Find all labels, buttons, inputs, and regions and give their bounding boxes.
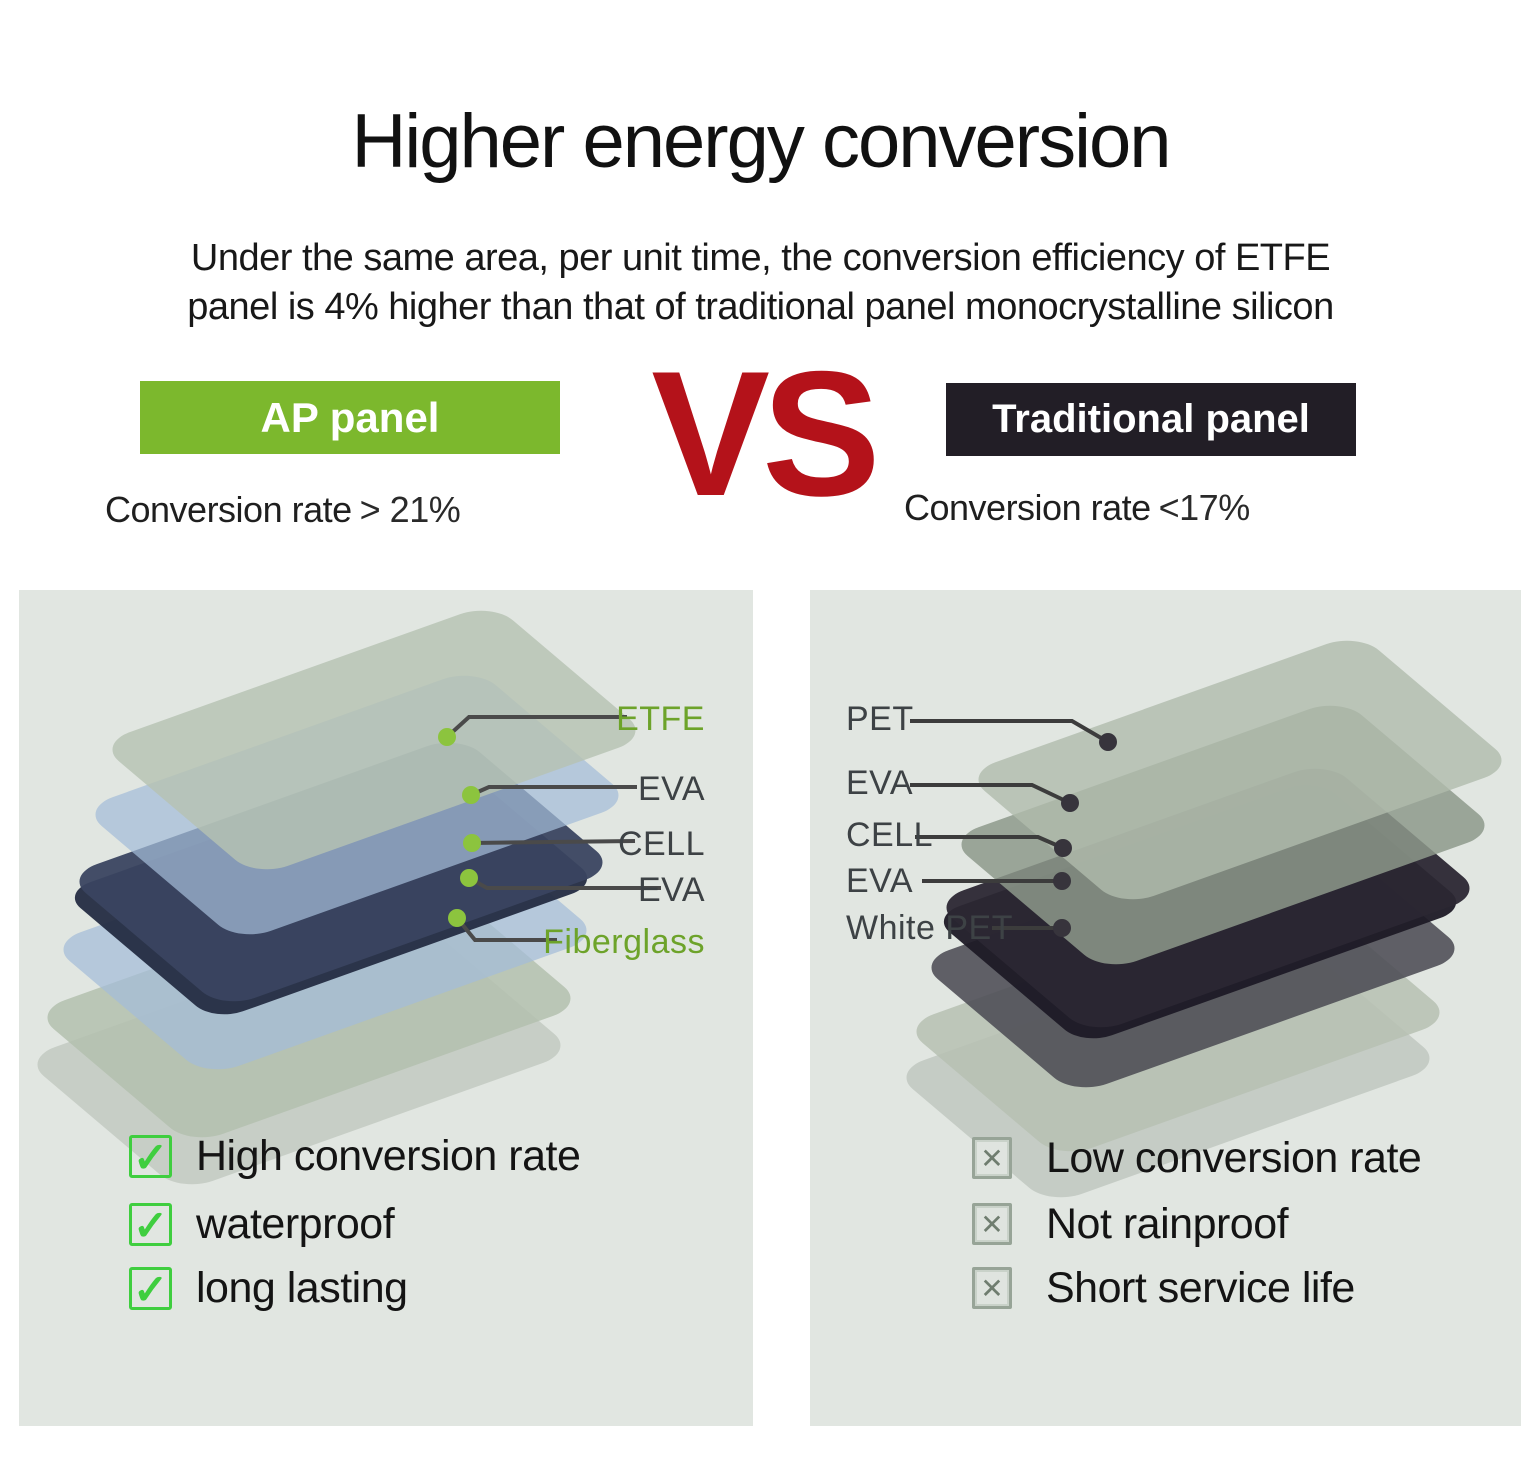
ap-panel-card: ETFE EVA CELL EVA Fiberglass ✓ High conv… [19, 590, 753, 1426]
ap-conversion-value: > 21% [359, 489, 461, 530]
trad-layer-label-white-pet: White PET [846, 909, 1013, 947]
ap-feature-waterproof: ✓ waterproof [129, 1198, 395, 1250]
ap-conversion-label: Conversion rate [105, 489, 352, 530]
trad-feature-low-conversion: ✕ Low conversion rate [972, 1132, 1422, 1184]
ap-feature-long-lasting: ✓ long lasting [129, 1262, 408, 1314]
versus-text: VS [651, 334, 880, 533]
trad-feature-text: Low conversion rate [1046, 1133, 1422, 1182]
subtitle-line-1: Under the same area, per unit time, the … [190, 237, 1331, 279]
ap-layer-label-fiberglass: Fiberglass [543, 923, 705, 961]
page-subtitle: Under the same area, per unit time, the … [0, 234, 1521, 332]
traditional-conversion-rate: Conversion rate <17% [904, 487, 1250, 529]
traditional-panel-card: PET EVA CELL EVA White PET ✕ Low convers… [810, 590, 1521, 1426]
traditional-panel-layer-diagram [906, 640, 1502, 1198]
trad-feature-text: Not rainproof [1046, 1199, 1289, 1248]
traditional-conversion-label: Conversion rate [904, 487, 1151, 528]
subtitle-line-2: panel is 4% higher than that of traditio… [187, 286, 1334, 328]
ap-panel-layer-diagram [37, 610, 661, 1185]
ap-feature-text: High conversion rate [196, 1131, 581, 1180]
cross-icon: ✕ [972, 1203, 1012, 1245]
traditional-panel-banner: Traditional panel [946, 383, 1356, 456]
ap-layer-label-cell: CELL [617, 825, 705, 863]
check-icon: ✓ [129, 1202, 172, 1246]
ap-panel-banner: AP panel [140, 381, 560, 454]
ap-layer-label-eva-top: EVA [637, 770, 705, 808]
ap-feature-text: long lasting [196, 1263, 408, 1312]
check-icon: ✓ [129, 1134, 172, 1178]
traditional-conversion-value: <17% [1158, 487, 1251, 528]
trad-layer-label-eva-bottom: EVA [846, 862, 914, 900]
ap-conversion-rate: Conversion rate > 21% [105, 489, 461, 531]
page-title: Higher energy conversion [351, 99, 1171, 184]
trad-layer-label-pet: PET [846, 700, 914, 738]
check-icon: ✓ [129, 1266, 172, 1310]
traditional-panel-banner-label: Traditional panel [992, 397, 1310, 441]
trad-feature-short-life: ✕ Short service life [972, 1262, 1355, 1314]
ap-layer-label-etfe: ETFE [616, 700, 705, 738]
cross-icon: ✕ [972, 1137, 1012, 1179]
trad-layer-label-cell: CELL [846, 816, 934, 854]
ap-layer-label-eva-bottom: EVA [637, 871, 705, 909]
trad-layer-label-eva-top: EVA [846, 764, 914, 802]
ap-feature-text: waterproof [196, 1199, 395, 1248]
cross-icon: ✕ [972, 1267, 1012, 1309]
trad-feature-not-rainproof: ✕ Not rainproof [972, 1198, 1289, 1250]
ap-panel-banner-label: AP panel [260, 393, 440, 441]
ap-feature-high-conversion: ✓ High conversion rate [129, 1130, 581, 1182]
trad-feature-text: Short service life [1046, 1263, 1355, 1312]
